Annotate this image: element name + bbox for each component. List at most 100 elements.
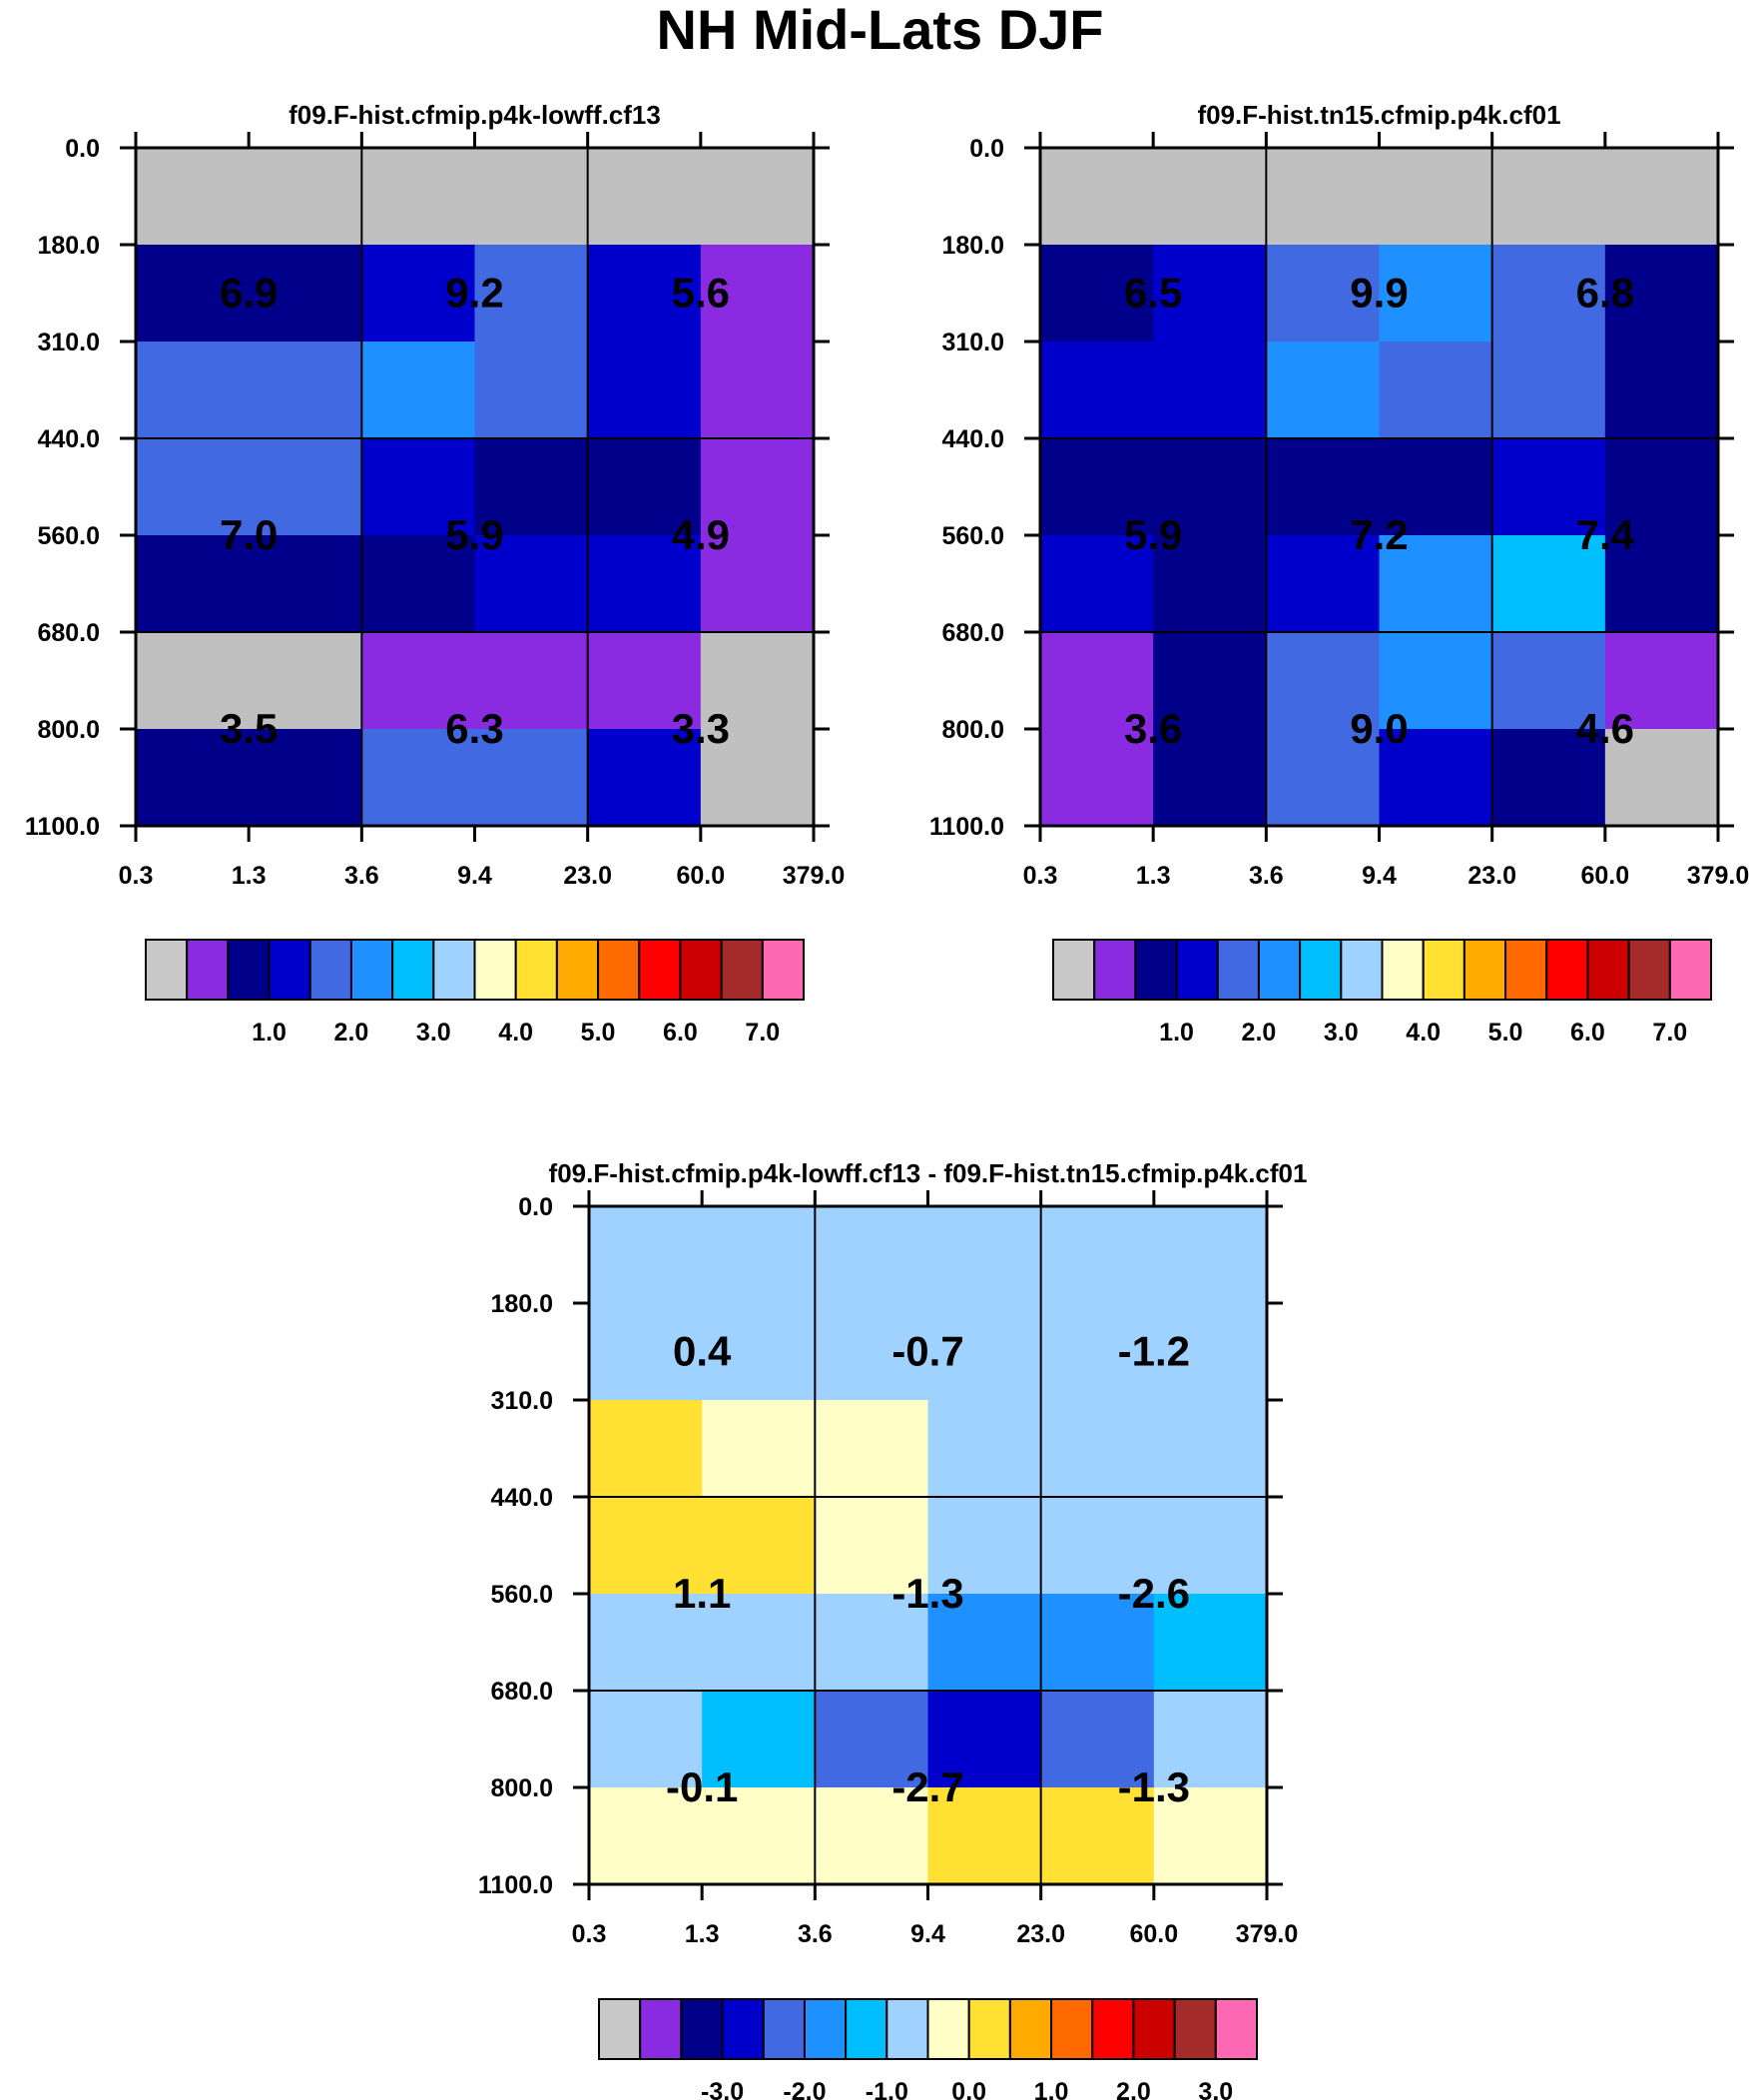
heatmap-cell [1153,1594,1268,1692]
colorbar-swatch [349,939,394,1001]
heatmap-cell [702,1400,816,1498]
heatmap-cell [1040,1497,1155,1595]
y-tick-label: 310.0 [490,1387,553,1415]
colorbar-swatch [1340,939,1384,1001]
colorbar-label: 5.0 [1488,1019,1523,1047]
colorbar-swatch [391,939,435,1001]
heatmap-cell [815,1787,929,1885]
heatmap-cell [1604,148,1719,246]
heatmap-cell [1040,1691,1155,1788]
colorbar-swatch [762,1998,806,2060]
heatmap-cell [1153,632,1267,730]
colorbar-swatch [597,939,641,1001]
box-value-label: 7.4 [1576,511,1635,558]
heatmap-cell [1379,438,1493,536]
y-tick-label: 0.0 [65,135,100,163]
heatmap-cell [1266,148,1381,246]
heatmap-cell [474,438,589,536]
box-value-label: 6.5 [1124,270,1182,317]
heatmap-cell [927,1594,1042,1692]
colorbar-swatch [679,939,723,1001]
heatmap-cell [815,1303,929,1401]
colorbar-swatch [1586,939,1630,1001]
heatmap-cell [815,1206,929,1304]
heatmap-cell [589,1400,703,1498]
colorbar-swatch [186,939,230,1001]
heatmap-cell [361,148,476,246]
y-tick-label: 680.0 [941,619,1004,647]
x-tick-label: 3.6 [344,862,379,890]
colorbar-swatch [1175,939,1219,1001]
heatmap-cell [1153,245,1267,343]
heatmap-cell [1491,342,1606,439]
x-tick-label: 1.3 [685,1920,720,1948]
heatmap-cell [927,1303,1042,1401]
box-value-label: -2.7 [891,1763,963,1810]
colorbar-swatch [1299,939,1343,1001]
box-value-label: 9.9 [1350,270,1408,317]
heatmap-cell [700,632,815,730]
colorbar-label: 0.0 [951,2078,986,2100]
heatmap-cell [136,342,250,439]
heatmap-cell [815,1400,929,1498]
y-tick-label: 680.0 [490,1678,553,1706]
heatmap-cell [702,1497,816,1595]
colorbar-label: 7.0 [1652,1019,1687,1047]
heatmap-cell [1379,632,1493,730]
heatmap-cell [1379,535,1493,633]
colorbar-swatch [1257,939,1302,1001]
heatmap-cell [927,1787,1042,1885]
box-value-label: 3.3 [672,705,730,752]
colorbar-swatch [639,1998,683,2060]
heatmap-cell [136,632,250,730]
heatmap-cell [1266,245,1381,343]
box-value-label: 5.9 [445,511,503,558]
box-value-label: 1.1 [673,1570,731,1617]
heatmap-cell [249,342,362,439]
box-value-label: 6.8 [1576,270,1634,317]
heatmap-cell [1153,148,1267,246]
colorbar-label: 3.0 [1324,1019,1359,1047]
heatmap-cell [1153,342,1267,439]
heatmap-cell [1040,535,1154,633]
heatmap-cell [136,245,250,343]
heatmap-cell [1040,342,1154,439]
panel-3: f09.F-hist.cfmip.p4k-lowff.cf13 - f09.F-… [478,1158,1308,2100]
box-value-label: 5.6 [672,270,730,317]
heatmap-cell [1040,1787,1155,1885]
heatmap-cell [361,438,476,536]
heatmap-cell [589,1787,703,1885]
colorbar-swatch [555,939,600,1001]
colorbar-swatch [1627,939,1671,1001]
colorbar-swatch [803,1998,848,2060]
heatmap-cell [587,342,702,439]
heatmap-cell [361,729,476,827]
y-tick-label: 440.0 [941,425,1004,453]
heatmap-cell [1153,729,1267,827]
colorbar: -3.0 -2.0 -1.0 0.0 1.0 2.0 3.0 [598,1998,1258,2100]
x-tick-label: 0.3 [1023,862,1058,890]
colorbar-swatch [227,939,271,1001]
colorbar-swatch [1381,939,1425,1001]
heatmap-cell [1153,1400,1268,1498]
heatmap-cell [702,1206,816,1304]
box-value-label: -1.3 [891,1570,963,1617]
heatmap-cell [474,148,589,246]
y-tick-label: 800.0 [37,716,100,744]
colorbar-label: 6.0 [663,1019,698,1047]
y-tick-label: 440.0 [490,1484,553,1512]
heatmap-cell [1153,1303,1268,1401]
colorbar-label: 4.0 [498,1019,533,1047]
heatmap-cell [1040,729,1154,827]
heatmap-cell [1153,1497,1268,1595]
heatmap-cell [702,1691,816,1788]
x-tick-label: 1.3 [1136,862,1171,890]
heatmap-cell [136,438,250,536]
heatmap-cell [587,438,702,536]
x-tick-label: 3.6 [1249,862,1284,890]
box-value-label: 4.9 [672,511,730,558]
y-tick-label: 560.0 [490,1581,553,1609]
heatmap-cell [1379,342,1493,439]
heatmap-cell [1153,438,1267,536]
colorbar-swatch [1463,939,1507,1001]
